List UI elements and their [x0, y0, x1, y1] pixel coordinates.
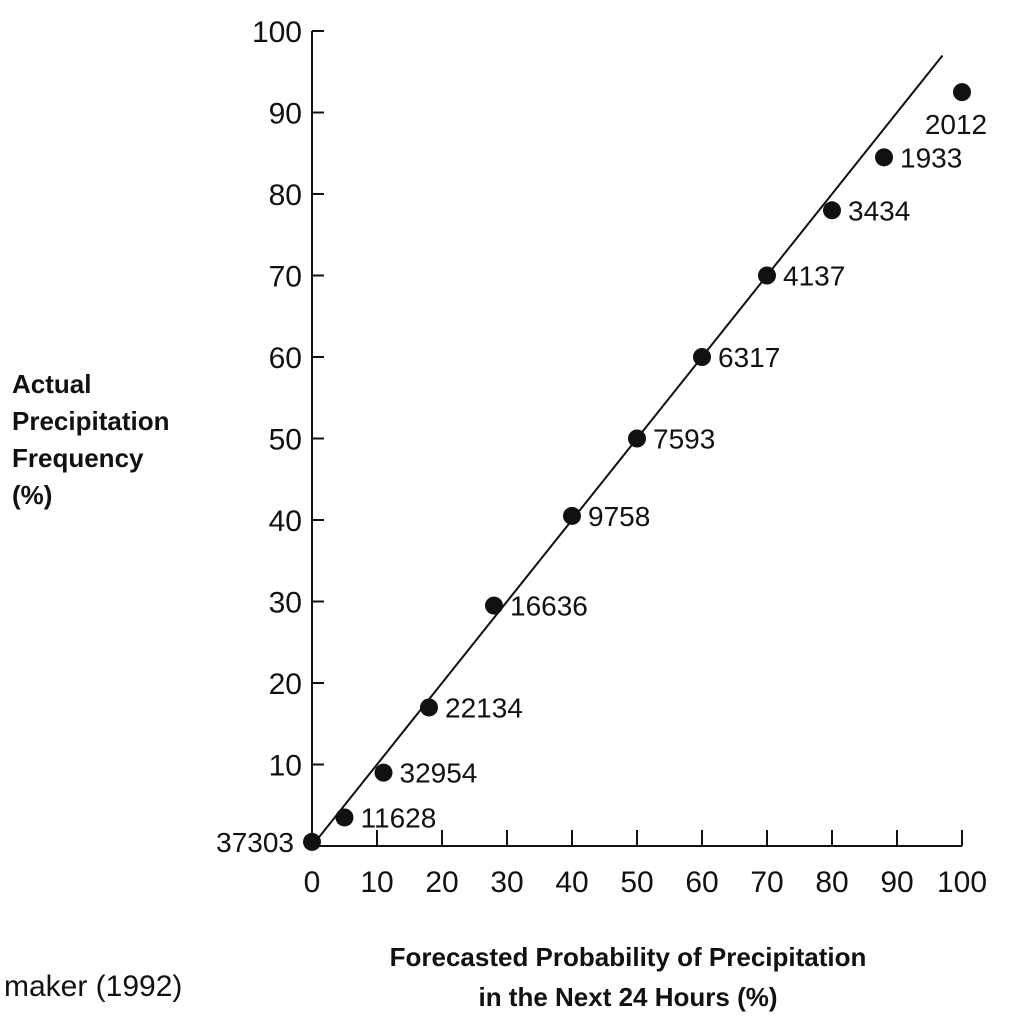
data-point-label: 4137: [783, 261, 845, 292]
x-axis-title-line: in the Next 24 Hours (%): [478, 982, 777, 1012]
y-tick-label: 30: [269, 587, 302, 620]
data-point-label: 22134: [445, 692, 523, 723]
x-tick-label: 30: [490, 866, 523, 899]
y-axis-title-line: Actual: [12, 369, 91, 399]
x-tick-label: 50: [620, 866, 653, 899]
data-point-label: 37303: [216, 827, 294, 858]
x-tick-label: 0: [304, 866, 321, 899]
axes: 10 20 30 40 50 60 70 80 90 100 0 10 20 30 40 50 60 70 80 90…: [252, 16, 987, 899]
data-point: [563, 506, 581, 525]
x-tick-label: 20: [425, 866, 458, 899]
data-point: [823, 201, 841, 220]
data-point: [303, 832, 321, 851]
data-points-group: 37303 11628 32954 22134 16636 9758 7593 6317 413…: [216, 83, 987, 858]
x-tick-label: 60: [685, 866, 718, 899]
y-tick-label: 10: [269, 750, 302, 783]
data-point: [374, 763, 393, 782]
x-axis-title-line: Forecasted Probability of Precipitation: [390, 942, 867, 972]
data-point-label: 32954: [400, 758, 478, 789]
data-point-label: 1933: [900, 142, 962, 173]
data-point-label: 6317: [718, 342, 780, 373]
y-tick-label: 20: [269, 668, 302, 701]
data-point: [335, 808, 354, 827]
x-tick-label: 70: [750, 866, 783, 899]
y-axis-title-line: Frequency: [12, 443, 144, 473]
perfect-calibration-line: [311, 54, 944, 847]
data-point-label: 2012: [925, 109, 987, 140]
y-tick-label: 50: [269, 424, 302, 457]
source-credit: maker (1992): [4, 970, 182, 1003]
y-tick-label: 60: [269, 342, 302, 375]
y-tick-label: 40: [269, 505, 302, 538]
y-axis-title-line: Precipitation: [12, 406, 169, 436]
data-point: [953, 83, 971, 102]
x-tick-label: 40: [555, 866, 588, 899]
y-axis-title-line: (%): [12, 480, 52, 510]
data-point-label: 11628: [361, 802, 437, 833]
data-point: [485, 596, 503, 615]
x-tick-label: 10: [360, 866, 393, 899]
y-tick-label: 70: [269, 261, 302, 294]
data-point: [628, 429, 646, 448]
data-point-label: 16636: [510, 591, 588, 622]
data-point-label: 7593: [653, 424, 715, 455]
axis-titles-group: Actual Precipitation Frequency (%) Forecaste…: [12, 369, 866, 1012]
data-point: [875, 148, 893, 167]
reference-line-group: [311, 54, 944, 847]
data-point: [693, 348, 711, 366]
x-tick-label: 90: [880, 866, 913, 899]
x-tick-label: 100: [937, 866, 987, 899]
x-tick-label: 80: [815, 866, 848, 899]
y-tick-label: 100: [252, 16, 302, 49]
data-point: [758, 266, 776, 285]
data-point-label: 9758: [588, 501, 650, 532]
data-point: [420, 698, 438, 717]
y-tick-label: 80: [269, 179, 302, 212]
y-tick-label: 90: [269, 98, 302, 131]
data-point-label: 3434: [848, 195, 910, 226]
